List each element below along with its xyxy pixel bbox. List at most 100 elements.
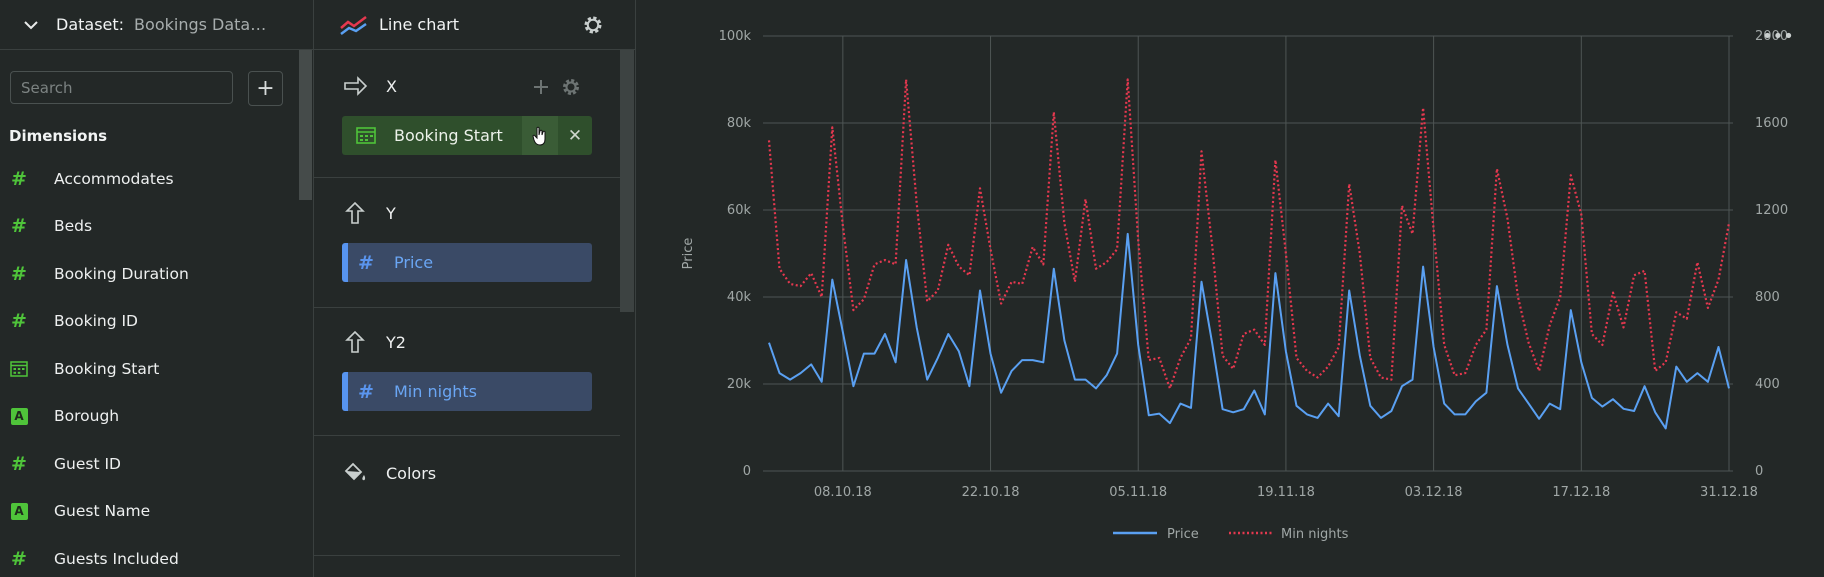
- string-type-icon: A: [10, 502, 28, 520]
- dataset-header[interactable]: Dataset: Bookings Data…: [0, 0, 313, 50]
- y2-tick-label: 400: [1755, 377, 1780, 392]
- y-tick-label: 80k: [727, 116, 752, 131]
- x-tick-label: 08.10.18: [814, 485, 872, 500]
- y2-tick-label: 0: [1755, 464, 1763, 479]
- field-name: Guest Name: [54, 502, 151, 521]
- field-name: Beds: [54, 217, 93, 236]
- x-tick-label: 17.12.18: [1552, 485, 1610, 500]
- price-series-line: [768, 232, 1730, 430]
- more-options-icon[interactable]: •••: [1762, 26, 1794, 47]
- y-field-name: Price: [394, 253, 434, 272]
- y-tick-label: 100k: [719, 29, 752, 44]
- calendar-icon: [356, 127, 376, 145]
- paint-bucket-icon: [344, 462, 366, 481]
- x-section-header: X: [342, 75, 397, 97]
- number-type-icon: #: [11, 167, 27, 190]
- field-name: Booking ID: [54, 312, 138, 331]
- field-list: # Accommodates # Beds # Booking Duration # Book…: [0, 155, 298, 577]
- number-type-icon: #: [11, 310, 27, 333]
- y-label: Y: [386, 203, 396, 223]
- field-name: Booking Start: [54, 359, 160, 378]
- legend-min-nights-label: Min nights: [1281, 527, 1349, 542]
- config-scrollbar[interactable]: [620, 50, 634, 312]
- x-tick-label: 22.10.18: [962, 485, 1020, 500]
- y-field-chip[interactable]: # Price: [342, 243, 592, 282]
- string-type-icon: A: [10, 407, 28, 425]
- number-type-icon: #: [11, 547, 27, 570]
- colors-section[interactable]: Colors: [314, 436, 620, 556]
- line-chart: 0 20k 40k 60k 80k 100k 0 400 800 1200 1600 2000 08.1…: [681, 26, 1794, 542]
- add-icon[interactable]: [530, 76, 552, 98]
- y2-field-chip[interactable]: # Min nights: [342, 372, 592, 411]
- dataset-name[interactable]: Bookings Data…: [134, 15, 267, 34]
- legend-price-label: Price: [1167, 527, 1199, 542]
- field-item[interactable]: # Accommodates: [0, 155, 298, 203]
- x-field-name: Booking Start: [394, 126, 503, 145]
- field-item[interactable]: # Booking ID: [0, 298, 298, 346]
- colors-label: Colors: [386, 463, 437, 483]
- chevron-down-icon[interactable]: [22, 16, 40, 34]
- y2-section-header: Y2: [342, 331, 406, 353]
- x-tools: [530, 76, 582, 98]
- search-input[interactable]: [10, 71, 233, 104]
- add-field-button[interactable]: +: [248, 71, 283, 106]
- y-tick-label: 40k: [727, 290, 752, 305]
- arrow-right-icon: [344, 76, 368, 96]
- x-field-chip[interactable]: Booking Start ✕: [342, 116, 592, 155]
- y-tick-label: 60k: [727, 203, 752, 218]
- field-name: Borough: [54, 407, 120, 426]
- drag-handle[interactable]: [522, 116, 558, 155]
- config-panel: Line chart X Booking Start: [314, 0, 636, 577]
- date-type-icon: [10, 360, 28, 378]
- y-section-header: Y: [342, 202, 396, 224]
- field-name: Booking Duration: [54, 264, 189, 283]
- gear-icon[interactable]: [560, 76, 582, 98]
- field-item[interactable]: A Guest Name: [0, 488, 298, 536]
- number-type-icon: #: [11, 262, 27, 285]
- min-nights-series-line: [767, 78, 1731, 390]
- field-name: Guest ID: [54, 454, 121, 473]
- field-item[interactable]: # Guest ID: [0, 440, 298, 488]
- x-tick-label: 05.11.18: [1109, 485, 1167, 500]
- number-icon: #: [358, 251, 374, 274]
- hand-cursor-icon: [532, 126, 546, 146]
- chart-area: 0 20k 40k 60k 80k 100k 0 400 800 1200 1600 2000 08.1…: [636, 0, 1824, 577]
- field-item[interactable]: Booking Start: [0, 345, 298, 393]
- y2-tick-label: 800: [1755, 290, 1780, 305]
- y2-label: Y2: [386, 332, 406, 352]
- dataset-label: Dataset:: [56, 15, 125, 34]
- field-item[interactable]: A Borough: [0, 393, 298, 441]
- field-item[interactable]: # Beds: [0, 203, 298, 251]
- dataset-panel: Dataset: Bookings Data… + Dimensions # Ac…: [0, 0, 314, 577]
- arrow-up-icon: [345, 331, 365, 353]
- x-section: X Booking Start ✕: [314, 51, 620, 178]
- y2-tick-label: 2000: [1755, 29, 1788, 44]
- number-icon: #: [358, 380, 374, 403]
- y2-field-name: Min nights: [394, 382, 477, 401]
- close-icon[interactable]: ✕: [567, 125, 583, 146]
- line-chart-icon: [340, 15, 367, 35]
- arrow-up-icon: [345, 202, 365, 224]
- chart-type-label: Line chart: [379, 15, 460, 34]
- search-row: +: [10, 71, 283, 106]
- dimensions-title: Dimensions: [9, 127, 108, 145]
- x-label: X: [386, 76, 397, 96]
- y2-section: Y2 # Min nights: [314, 308, 620, 436]
- gear-icon[interactable]: [581, 13, 605, 37]
- number-type-icon: #: [11, 215, 27, 238]
- y-tick-label: 0: [743, 464, 751, 479]
- field-item[interactable]: # Guests Included: [0, 535, 298, 577]
- field-name: Guests Included: [54, 549, 179, 568]
- y-tick-label: 20k: [727, 377, 752, 392]
- chart-type-header[interactable]: Line chart: [314, 0, 635, 50]
- x-tick-label: 03.12.18: [1405, 485, 1463, 500]
- y2-tick-label: 1600: [1755, 116, 1788, 131]
- y2-tick-label: 1200: [1755, 203, 1788, 218]
- x-tick-label: 31.12.18: [1700, 485, 1758, 500]
- field-list-scrollbar[interactable]: [299, 50, 312, 200]
- y-axis-title: Price: [681, 238, 696, 270]
- number-type-icon: #: [11, 452, 27, 475]
- x-tick-label: 19.11.18: [1257, 485, 1315, 500]
- field-item[interactable]: # Booking Duration: [0, 250, 298, 298]
